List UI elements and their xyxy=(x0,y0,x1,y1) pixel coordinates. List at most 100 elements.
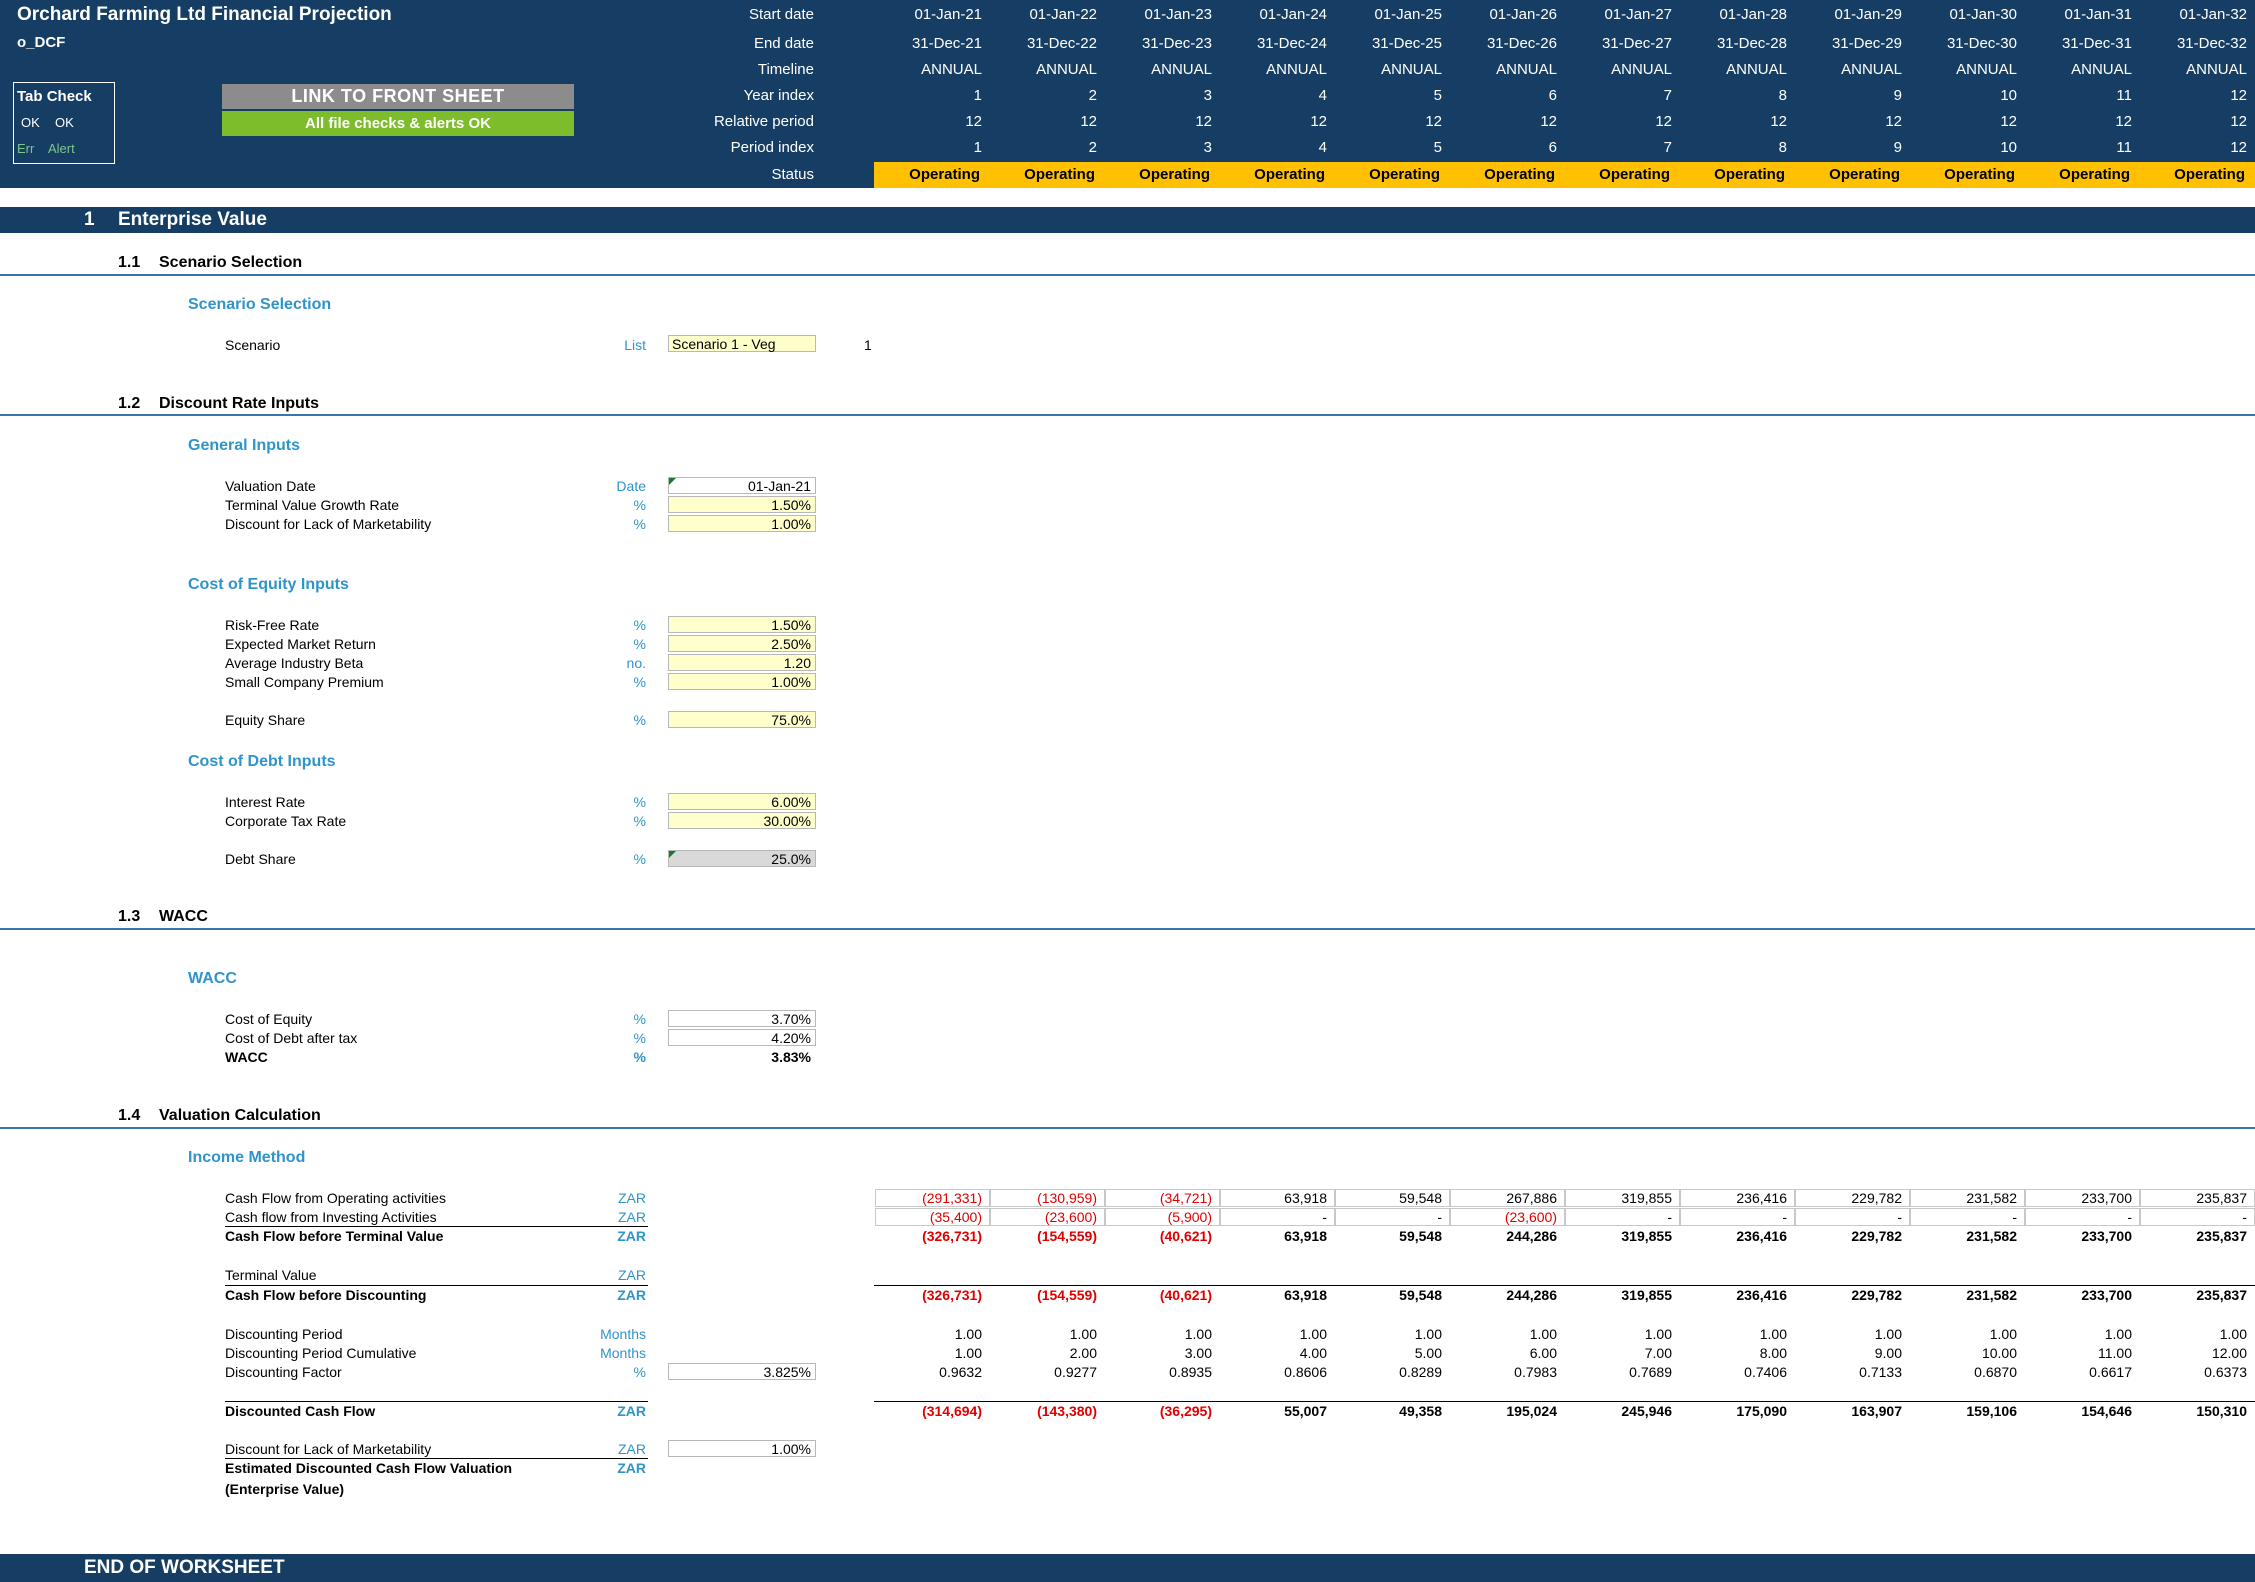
interest-rate-input[interactable]: 6.00% xyxy=(668,793,816,810)
cost-of-debt-after-tax-unit: % xyxy=(633,1030,646,1046)
hdr-period-index-5: 5 xyxy=(1433,139,1442,156)
df-value-11: 0.6617 xyxy=(2089,1364,2132,1380)
status-cell-3: Operating xyxy=(1139,166,1210,183)
df-input[interactable]: 3.825% xyxy=(668,1363,816,1380)
dcf-value-8: 175,090 xyxy=(1736,1403,1787,1419)
hdr-timeline-10: ANNUAL xyxy=(1956,61,2017,78)
link-to-front-sheet-button[interactable]: LINK TO FRONT SHEET xyxy=(222,84,574,109)
hdr-year-index-5: 5 xyxy=(1433,87,1442,104)
subsection-1-3-title: WACC xyxy=(159,908,208,925)
footer-bar xyxy=(0,1554,2255,1582)
hdr-timeline-1: ANNUAL xyxy=(921,61,982,78)
dcf-value-5: 49,358 xyxy=(1399,1403,1442,1419)
scenario-dropdown[interactable]: Scenario 1 - Veg xyxy=(668,335,816,352)
hdr-end-date-5: 31-Dec-25 xyxy=(1371,35,1442,52)
hdr-label-start-date: Start date xyxy=(748,6,814,23)
corporate-tax-rate-unit: % xyxy=(633,813,646,829)
hdr-label-period-index: Period index xyxy=(730,139,814,156)
subsection-1-2-rule xyxy=(0,414,2255,416)
tv-growth-rate-input[interactable]: 1.50% xyxy=(668,496,816,513)
debt-share-label: Debt Share xyxy=(225,851,296,867)
hdr-start-date-10: 01-Jan-30 xyxy=(1949,6,2017,23)
cfi-cell-box-9 xyxy=(1795,1208,1910,1226)
hdr-relative-period-10: 12 xyxy=(2000,113,2017,130)
hdr-timeline-8: ANNUAL xyxy=(1726,61,1787,78)
dcf-value-11: 154,646 xyxy=(2081,1403,2132,1419)
cfbd-value-2: (154,559) xyxy=(1037,1287,1097,1303)
expected-market-return-unit: % xyxy=(633,636,646,652)
small-company-premium-label: Small Company Premium xyxy=(225,674,384,690)
cfi-value-4: - xyxy=(1322,1209,1327,1225)
dpc-value-10: 10.00 xyxy=(1981,1345,2017,1361)
cfi-value-2: (23,600) xyxy=(1044,1209,1097,1225)
hdr-label-relative-period: Relative period xyxy=(713,113,814,130)
dcf-value-9: 163,907 xyxy=(1851,1403,1902,1419)
hdr-relative-period-11: 12 xyxy=(2115,113,2132,130)
df-label: Discounting Factor xyxy=(225,1364,342,1380)
df-value-12: 0.6373 xyxy=(2204,1364,2247,1380)
dp-value-1: 1.00 xyxy=(954,1326,982,1342)
df-value-5: 0.8289 xyxy=(1399,1364,1442,1380)
valuation-date-input[interactable]: 01-Jan-21 xyxy=(668,477,816,494)
cfbd-value-4: 63,918 xyxy=(1284,1287,1327,1303)
total-rule-5 xyxy=(874,1401,2255,1402)
hdr-relative-period-4: 12 xyxy=(1310,113,1327,130)
hdr-timeline-9: ANNUAL xyxy=(1841,61,1902,78)
group-scenario-selection: Scenario Selection xyxy=(188,296,332,313)
hdr-start-date-5: 01-Jan-25 xyxy=(1374,6,1442,23)
hdr-period-index-10: 10 xyxy=(2000,139,2017,156)
total-rule-3 xyxy=(874,1285,2255,1286)
cfbd-value-8: 236,416 xyxy=(1736,1287,1787,1303)
cfbtv-value-10: 231,582 xyxy=(1966,1228,2017,1244)
dcf-label: Discounted Cash Flow xyxy=(225,1403,376,1419)
df-value-9: 0.7133 xyxy=(1859,1364,1902,1380)
valuation-date-label: Valuation Date xyxy=(225,478,316,494)
dlom-input[interactable]: 1.00% xyxy=(668,515,816,532)
industry-beta-input[interactable]: 1.20 xyxy=(668,654,816,671)
cfbtv-value-6: 244,286 xyxy=(1506,1228,1557,1244)
cfi-value-7: - xyxy=(1667,1209,1672,1225)
cfbd-value-11: 233,700 xyxy=(2081,1287,2132,1303)
file-checks-status-button[interactable]: All file checks & alerts OK xyxy=(222,111,574,136)
hdr-timeline-12: ANNUAL xyxy=(2186,61,2247,78)
edcf-label: Estimated Discounted Cash Flow Valuation xyxy=(225,1460,513,1476)
wacc-label: WACC xyxy=(225,1049,268,1065)
hdr-start-date-6: 01-Jan-26 xyxy=(1489,6,1557,23)
cfo-cell-box-3 xyxy=(1105,1189,1220,1207)
valuation-date-unit: Date xyxy=(616,478,646,494)
total-rule-6 xyxy=(225,1458,648,1459)
hdr-year-index-10: 10 xyxy=(2000,87,2017,104)
equity-share-input[interactable]: 75.0% xyxy=(668,711,816,728)
hdr-start-date-9: 01-Jan-29 xyxy=(1834,6,1902,23)
hdr-period-index-3: 3 xyxy=(1203,139,1212,156)
cfo-value-7: 319,855 xyxy=(1621,1190,1672,1206)
hdr-end-date-6: 31-Dec-26 xyxy=(1486,35,1557,52)
tv-unit: ZAR xyxy=(618,1267,646,1283)
cfo-value-6: 267,886 xyxy=(1506,1190,1557,1206)
debt-share-value[interactable]: 25.0% xyxy=(668,850,816,867)
hdr-end-date-12: 31-Dec-32 xyxy=(2176,35,2247,52)
df-value-7: 0.7689 xyxy=(1629,1364,1672,1380)
cost-of-equity-value: 3.70% xyxy=(668,1010,816,1027)
dp-value-8: 1.00 xyxy=(1759,1326,1787,1342)
cfbtv-value-2: (154,559) xyxy=(1037,1228,1097,1244)
status-cell-9: Operating xyxy=(1829,166,1900,183)
hdr-period-index-2: 2 xyxy=(1088,139,1097,156)
dlom-input[interactable]: 1.00% xyxy=(668,1440,816,1457)
hdr-year-index-9: 9 xyxy=(1893,87,1902,104)
status-cell-6: Operating xyxy=(1484,166,1555,183)
dlom-unit: ZAR xyxy=(618,1441,646,1457)
tab-check-ok-2: OK xyxy=(55,115,74,130)
cfbtv-unit: ZAR xyxy=(617,1228,646,1244)
status-cell-8: Operating xyxy=(1714,166,1785,183)
corporate-tax-rate-input[interactable]: 30.00% xyxy=(668,812,816,829)
expected-market-return-input[interactable]: 2.50% xyxy=(668,635,816,652)
small-company-premium-input[interactable]: 1.00% xyxy=(668,673,816,690)
debt-share-unit: % xyxy=(633,851,646,867)
cfbtv-value-8: 236,416 xyxy=(1736,1228,1787,1244)
hdr-start-date-8: 01-Jan-28 xyxy=(1719,6,1787,23)
risk-free-rate-input[interactable]: 1.50% xyxy=(668,616,816,633)
cfi-cell-box-6 xyxy=(1450,1208,1565,1226)
total-rule-4 xyxy=(225,1401,648,1402)
dpc-value-4: 4.00 xyxy=(1299,1345,1327,1361)
